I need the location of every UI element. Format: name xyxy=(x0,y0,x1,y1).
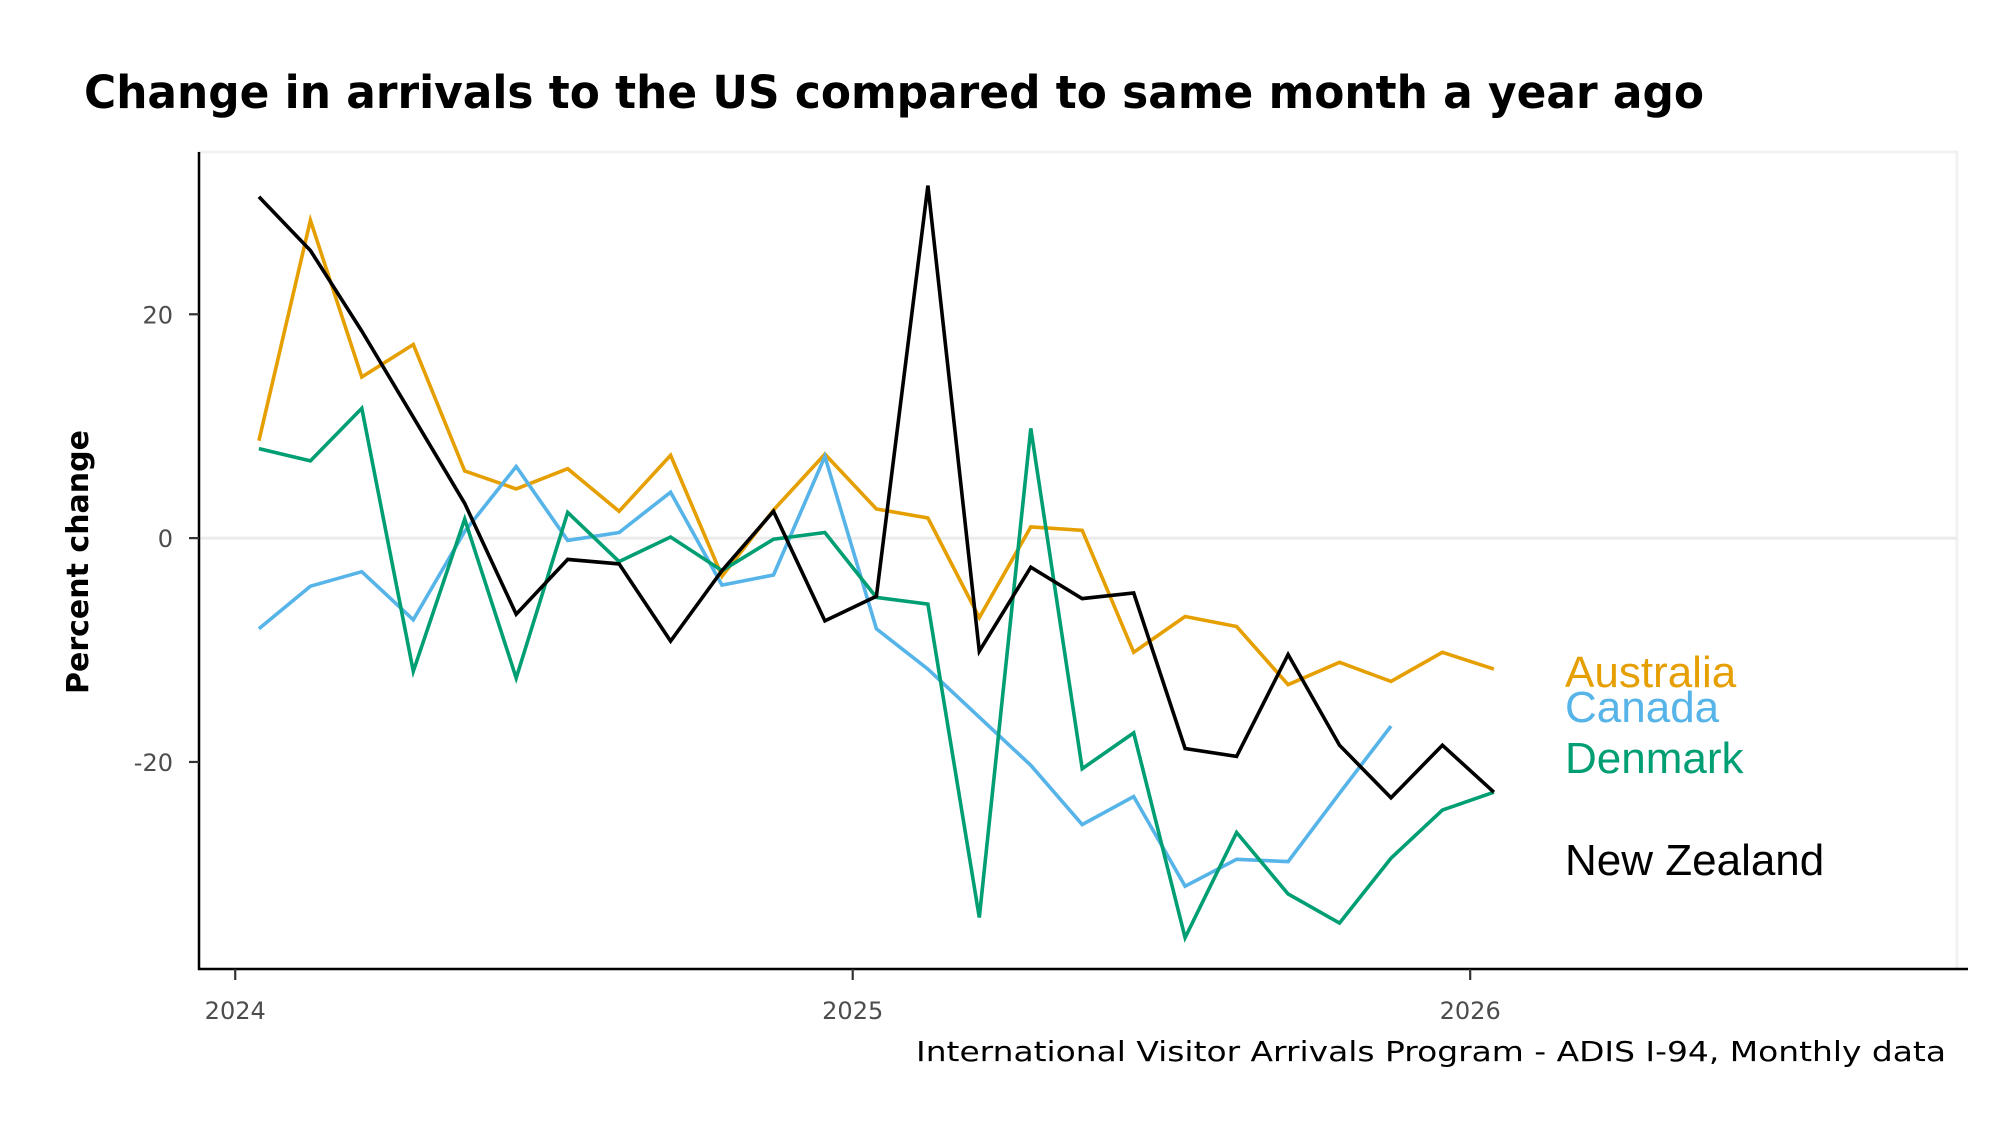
x-tick-label: 2026 xyxy=(1440,997,1501,1025)
y-tick-label: -20 xyxy=(134,749,173,777)
y-tick-label: 0 xyxy=(158,525,173,553)
series-lines xyxy=(257,185,1496,943)
x-axis-ticks: 2024 2025 2026 xyxy=(205,969,1501,1025)
series-label-australia: Australia xyxy=(1565,648,1737,697)
series-label-denmark: Denmark xyxy=(1565,734,1744,783)
chart-title: Change in arrivals to the US compared to… xyxy=(84,66,1704,119)
series-label-canada: Canada xyxy=(1565,683,1720,732)
y-axis-title: Percent change xyxy=(61,430,96,694)
y-tick-label: 20 xyxy=(142,301,173,329)
x-tick-label: 2024 xyxy=(205,997,266,1025)
series-line-australia xyxy=(257,213,1495,687)
series-line-denmark xyxy=(258,404,1495,943)
series-label-new-zealand: New Zealand xyxy=(1565,836,1824,885)
y-axis-ticks: 20 0 -20 xyxy=(134,301,199,777)
series-line-new-zealand xyxy=(257,185,1496,801)
x-tick-label: 2025 xyxy=(822,997,883,1025)
chart-caption: International Visitor Arrivals Program -… xyxy=(916,1035,1946,1068)
series-line-canada xyxy=(257,451,1393,889)
